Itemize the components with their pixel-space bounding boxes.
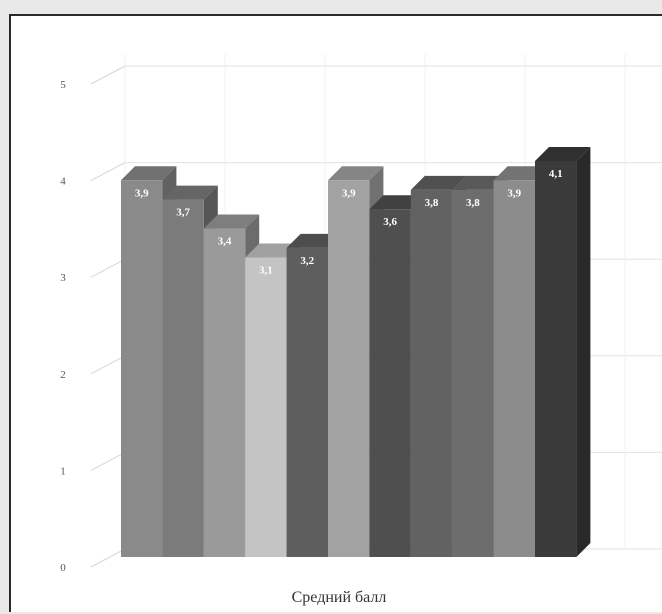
grid-line-diag <box>90 548 126 568</box>
x-axis-label: Средний балл <box>292 589 387 606</box>
bar <box>121 180 163 557</box>
data-label: 4,1 <box>549 168 563 180</box>
grid-line-diag <box>90 451 126 471</box>
bar-top <box>203 214 260 229</box>
bar <box>452 189 494 558</box>
bar <box>162 199 204 557</box>
bar <box>203 228 246 557</box>
grid-line-diag <box>90 162 126 182</box>
y-tick-label: 4 <box>60 176 66 188</box>
bar <box>369 209 411 558</box>
bar-side <box>576 146 591 557</box>
data-label: 3,6 <box>383 216 397 228</box>
y-tick-label: 2 <box>60 369 66 381</box>
grid-line-diag <box>90 258 126 278</box>
data-label: 3,8 <box>425 197 439 209</box>
data-label: 3,9 <box>507 187 521 199</box>
bar-top <box>535 146 591 161</box>
bar-top <box>162 185 218 200</box>
y-tick-label: 1 <box>60 465 66 477</box>
grid-line-diag <box>90 65 126 85</box>
bar <box>328 180 370 557</box>
data-label: 3,7 <box>176 207 190 219</box>
y-tick-label: 0 <box>60 562 66 574</box>
bar-top <box>410 175 467 190</box>
data-label: 3,9 <box>342 187 356 199</box>
bar <box>410 189 453 558</box>
bar-top <box>121 166 177 181</box>
data-label: 3,4 <box>218 236 232 248</box>
bar-top <box>328 166 384 181</box>
data-label: 3,9 <box>135 187 149 199</box>
bar <box>535 160 577 557</box>
y-tick-label: 5 <box>60 79 66 91</box>
bar-chart: 0 1 2 3 4 5 3,9 3,7 3,4 3,1 3,2 3,9 3,6 3,8 3,8 3,9 4,1 С… <box>60 54 662 606</box>
data-label: 3,8 <box>466 197 480 209</box>
data-label: 3,2 <box>300 255 314 267</box>
bar <box>245 257 287 557</box>
y-tick-label: 3 <box>60 272 66 284</box>
data-label: 3,1 <box>259 265 273 277</box>
bar <box>286 247 328 557</box>
grid-line-diag <box>90 355 126 375</box>
bar <box>493 180 535 557</box>
chart-frame: 0 1 2 3 4 5 3,9 3,7 3,4 3,1 3,2 3,9 3,6 3,8 3,8 3,9 4,1 С… <box>9 14 662 612</box>
